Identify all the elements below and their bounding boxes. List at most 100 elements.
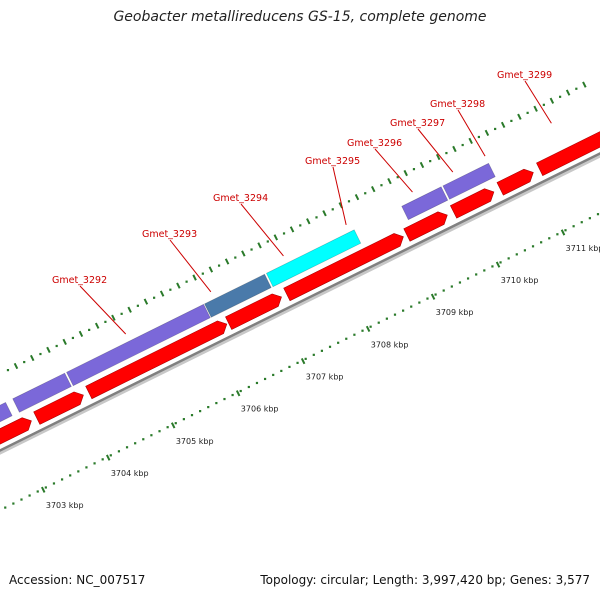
backbone-line: [0, 152, 600, 452]
ruler-tick-dot: [109, 454, 112, 457]
ruler-tick-dot: [410, 305, 413, 308]
outer-tick-dot: [380, 184, 383, 187]
gene-label-leader: [79, 285, 127, 335]
ruler-tick-dot: [466, 277, 470, 280]
reverse-gene-bar: [12, 372, 72, 413]
outer-tick: [143, 298, 149, 305]
ruler-tick-dot: [93, 462, 96, 465]
ruler-tick-dot: [134, 442, 137, 445]
scale-label: 3710 kbp: [501, 276, 539, 285]
ruler-tick-dot: [361, 329, 364, 332]
ruler-tick-dot: [239, 389, 242, 393]
ruler-tick-dot: [174, 422, 177, 425]
outer-tick-dot: [477, 135, 481, 139]
forward-gene-arrow: [283, 233, 404, 302]
outer-tick-dot: [185, 280, 188, 283]
gene-label: Gmet_3298: [430, 99, 485, 110]
ruler-tick-dot: [450, 285, 453, 288]
outer-tick: [78, 330, 84, 337]
outer-tick: [403, 169, 408, 177]
ruler-tick-dot: [182, 418, 185, 421]
ruler-tick-dot: [540, 241, 543, 244]
ruler-major-tick: [365, 325, 371, 333]
outer-tick: [468, 137, 473, 145]
ruler-tick-dot: [158, 430, 161, 433]
ruler-tick-dot: [142, 438, 145, 441]
gene-label: Gmet_3294: [213, 193, 268, 204]
gene-label-leader: [374, 148, 413, 193]
ruler-tick-dot: [44, 486, 47, 489]
outer-tick-dot: [217, 264, 221, 267]
outer-tick: [582, 81, 587, 88]
outer-tick: [62, 338, 67, 346]
ruler-tick-dot: [499, 261, 502, 264]
ruler-tick-dot: [393, 313, 397, 316]
ruler-tick-dot: [345, 337, 348, 340]
scale-label: 3709 kbp: [436, 308, 474, 317]
outer-tick-dot: [55, 344, 58, 348]
outer-tick-dot: [542, 103, 545, 106]
accession-label: Accession: NC_007517: [9, 573, 146, 587]
ruler-tick-dot: [12, 502, 15, 505]
ruler-tick-dot: [353, 333, 356, 336]
outer-tick: [565, 89, 571, 96]
ruler-tick-dot: [458, 281, 462, 284]
outer-tick: [208, 266, 214, 273]
ruler-tick-dot: [150, 434, 153, 437]
ruler-tick-dot: [28, 494, 31, 497]
ruler-tick-dot: [247, 385, 250, 389]
outer-tick-dot: [39, 352, 42, 356]
ruler-tick-dot: [596, 213, 600, 216]
ruler-major-tick: [235, 390, 241, 397]
outer-tick: [289, 226, 295, 233]
ruler-tick-dot: [320, 349, 324, 352]
ruler-tick-dot: [255, 381, 259, 385]
ruler-tick-dot: [491, 265, 494, 268]
scale-label: 3708 kbp: [371, 340, 409, 349]
gene-label-leader: [240, 203, 284, 257]
outer-tick-dot: [412, 168, 416, 171]
outer-tick-dot: [429, 160, 432, 163]
ruler-tick-dot: [523, 249, 527, 252]
ruler-tick-dot: [580, 221, 583, 224]
outer-tick-dot: [575, 87, 578, 90]
outer-tick: [549, 97, 555, 104]
ruler-tick-dot: [117, 450, 121, 453]
ruler-tick-dot: [588, 217, 591, 220]
forward-gene-arrow: [0, 417, 32, 445]
gene-label-leader: [417, 128, 454, 173]
outer-tick-dot: [558, 95, 562, 98]
outer-tick: [94, 322, 100, 329]
ruler-tick-dot: [312, 353, 315, 356]
outer-tick-dot: [299, 224, 302, 227]
outer-tick: [484, 129, 490, 136]
outer-tick-dot: [282, 232, 286, 235]
map-title: Geobacter metallireducens GS-15, complet…: [113, 9, 487, 25]
highlighted-gene-bar: [265, 229, 362, 288]
outer-tick: [176, 282, 181, 289]
ruler-tick-dot: [426, 297, 429, 300]
outer-tick: [452, 145, 457, 153]
forward-gene-arrow: [496, 168, 534, 196]
reverse-gene-bar: [442, 162, 496, 200]
ruler-tick-dot: [572, 225, 575, 228]
outer-tick-dot: [347, 200, 351, 203]
outer-tick-dot: [88, 328, 91, 332]
reverse-gene-bar-steelblue: [204, 273, 272, 318]
scale-label: 3705 kbp: [176, 437, 214, 446]
scale-label: 3703 kbp: [46, 501, 84, 510]
ruler-tick-dot: [556, 233, 559, 236]
ruler-tick-dot: [190, 414, 194, 417]
ruler-major-tick: [41, 486, 46, 493]
ruler-tick-dot: [263, 377, 267, 381]
ruler-major-tick: [105, 454, 111, 461]
forward-gene-arrow: [536, 131, 600, 177]
outer-tick-dot: [71, 336, 75, 340]
forward-gene-arrow: [449, 188, 495, 219]
outer-tick-dot: [266, 240, 269, 243]
ruler-tick-dot: [483, 269, 486, 272]
gene-label-leader: [332, 166, 347, 225]
forward-gene-arrow: [85, 320, 228, 400]
